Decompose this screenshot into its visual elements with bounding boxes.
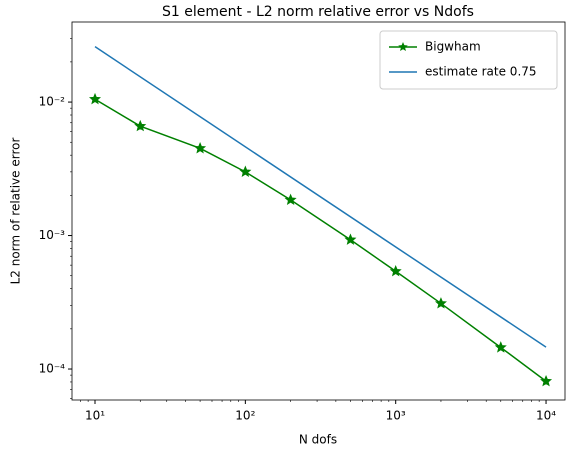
marker <box>344 233 357 245</box>
marker <box>540 374 553 387</box>
x-tick-label: 10⁴ <box>536 409 556 423</box>
x-tick-label: 10³ <box>386 409 406 423</box>
y-tick-label: 10⁻⁴ <box>39 362 66 376</box>
x-tick-label: 10² <box>235 409 255 423</box>
legend-label: Bigwham <box>425 40 481 54</box>
legend-label: estimate rate 0.75 <box>425 65 537 79</box>
y-tick-label: 10⁻³ <box>39 228 66 242</box>
chart-title: S1 element - L2 norm relative error vs N… <box>162 4 474 20</box>
x-tick-label: 10¹ <box>85 409 105 423</box>
x-axis-label: N dofs <box>299 433 337 447</box>
marker <box>494 341 507 353</box>
marker <box>434 297 447 309</box>
legend-marker <box>398 42 408 52</box>
marker <box>239 165 252 177</box>
y-axis-label: L2 norm of relative error <box>9 138 23 285</box>
marker <box>89 92 101 105</box>
series-line <box>94 46 547 348</box>
series-line <box>94 98 547 382</box>
marker <box>284 193 297 205</box>
marker <box>194 142 207 154</box>
marker <box>134 119 147 132</box>
legend-box <box>379 30 558 90</box>
y-tick-label: 10⁻² <box>39 95 66 109</box>
plot-frame <box>71 21 566 401</box>
marker <box>389 264 402 277</box>
